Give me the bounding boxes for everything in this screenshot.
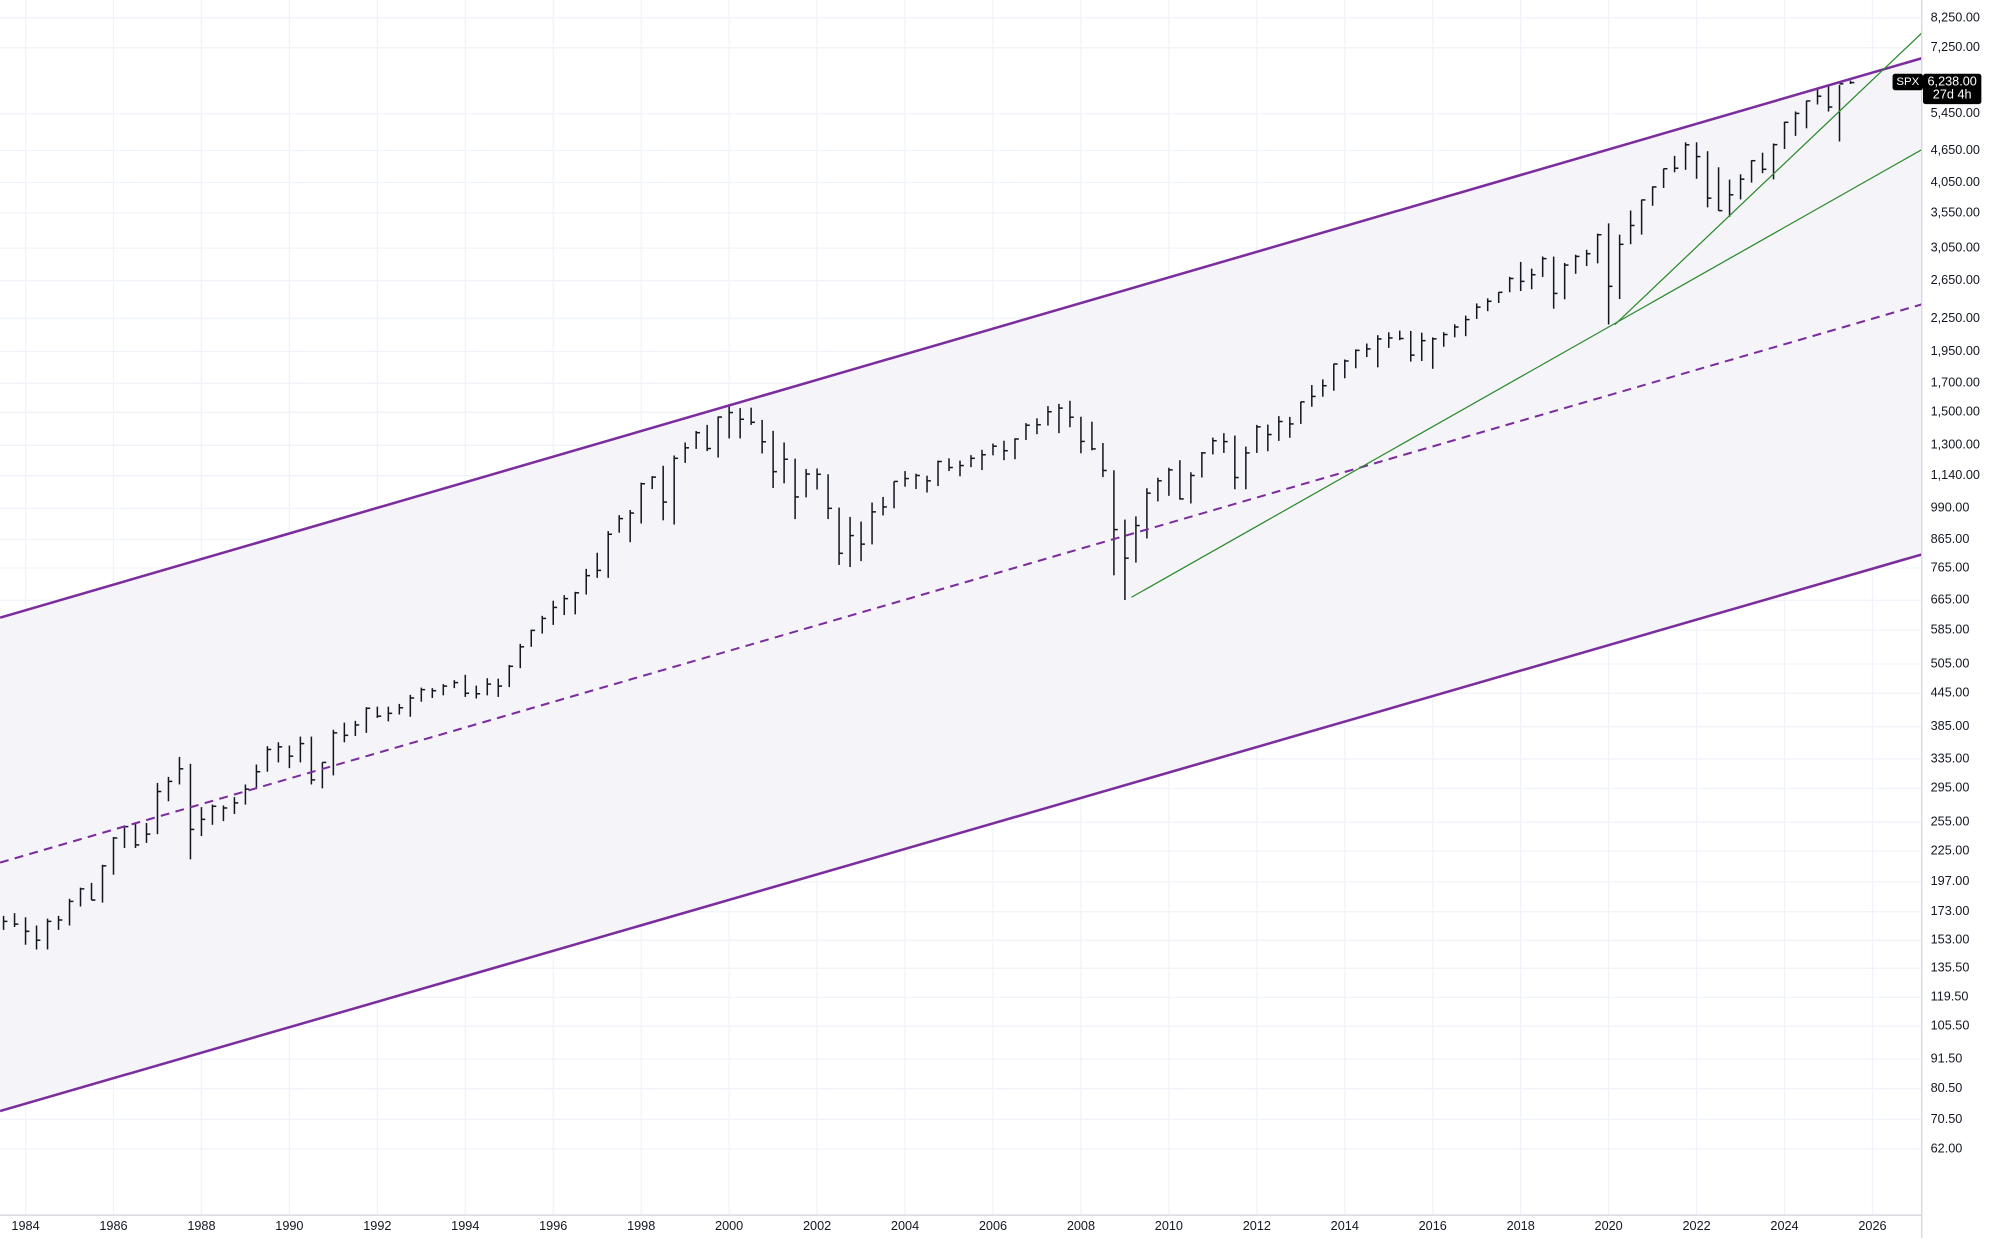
y-tick-label: 4,650.00 <box>1931 143 1980 157</box>
y-tick-label: 765.00 <box>1931 560 1970 574</box>
trend-line <box>1614 32 1922 326</box>
x-tick-label: 1986 <box>99 1219 127 1233</box>
y-tick-label: 119.50 <box>1931 990 1969 1004</box>
y-tick-label: 665.00 <box>1931 593 1970 607</box>
y-tick-label: 135.50 <box>1931 961 1970 975</box>
y-tick-label: 105.50 <box>1931 1019 1970 1033</box>
price-tag <box>1923 73 1982 105</box>
x-tick-label: 2004 <box>891 1219 919 1233</box>
axes: 8,250.00 7,250.00 5,450.00 4,650.00 4,050.00… <box>11 10 1982 1233</box>
x-tick-label: 2000 <box>715 1219 743 1233</box>
y-tick-label: 62.00 <box>1931 1141 1963 1155</box>
x-tick-label: 2018 <box>1507 1219 1535 1233</box>
x-tick-label: 1988 <box>187 1219 215 1233</box>
y-tick-label: 70.50 <box>1931 1112 1963 1126</box>
y-tick-label: 585.00 <box>1931 622 1970 636</box>
trend-line <box>0 553 1922 1113</box>
x-tick-label: 1984 <box>11 1219 39 1233</box>
x-tick-label: 2026 <box>1858 1219 1886 1233</box>
x-tick-label: 2016 <box>1419 1219 1447 1233</box>
y-tick-label: 91.50 <box>1931 1051 1963 1065</box>
x-tick-label: 2008 <box>1067 1219 1095 1233</box>
y-tick-label: 7,250.00 <box>1931 40 1980 54</box>
y-tick-label: 505.00 <box>1931 656 1970 670</box>
x-tick-label: 1992 <box>363 1219 391 1233</box>
y-tick-label: 1,300.00 <box>1931 438 1980 452</box>
y-tick-label: 4,050.00 <box>1931 175 1980 189</box>
y-tick-label: 2,650.00 <box>1931 273 1980 287</box>
symbol-label: SPX <box>1896 76 1919 88</box>
x-tick-label: 2022 <box>1682 1219 1710 1233</box>
plot-area <box>0 32 1922 1113</box>
y-tick-label: 2,250.00 <box>1931 311 1980 325</box>
y-tick-label: 80.50 <box>1931 1081 1963 1095</box>
y-tick-label: 990.00 <box>1931 501 1970 515</box>
y-tick-label: 153.00 <box>1931 933 1970 947</box>
y-tick-label: 335.00 <box>1931 751 1970 765</box>
symbol-tag <box>1892 73 1923 91</box>
x-tick-label: 1996 <box>539 1219 567 1233</box>
x-tick-label: 2024 <box>1770 1219 1798 1233</box>
y-tick-label: 865.00 <box>1931 532 1970 546</box>
channel-fill <box>0 58 1922 1112</box>
x-tick-label: 1994 <box>451 1219 479 1233</box>
y-tick-label: 8,250.00 <box>1931 10 1980 24</box>
y-tick-label: 1,950.00 <box>1931 344 1980 358</box>
y-tick-label: 255.00 <box>1931 814 1970 828</box>
x-tick-label: 1990 <box>275 1219 303 1233</box>
y-tick-label: 385.00 <box>1931 719 1970 733</box>
y-tick-label: 1,140.00 <box>1931 468 1980 482</box>
y-tick-label: 1,500.00 <box>1931 405 1980 419</box>
y-tick-label: 5,450.00 <box>1931 106 1980 120</box>
y-tick-label: 295.00 <box>1931 781 1970 795</box>
x-tick-label: 2010 <box>1155 1219 1183 1233</box>
y-tick-label: 3,050.00 <box>1931 240 1980 254</box>
y-tick-label: 173.00 <box>1931 904 1970 918</box>
x-tick-label: 2014 <box>1331 1219 1359 1233</box>
y-tick-label: 445.00 <box>1931 686 1970 700</box>
trend-line <box>1131 149 1922 598</box>
y-tick-label: 3,550.00 <box>1931 205 1980 219</box>
trend-line <box>0 303 1922 864</box>
x-tick-label: 2020 <box>1595 1219 1623 1233</box>
price-label: 6,238.00 <box>1928 74 1977 88</box>
x-tick-label: 2012 <box>1243 1219 1271 1233</box>
countdown-label: 27d 4h <box>1933 88 1972 102</box>
y-tick-label: 197.00 <box>1931 874 1970 888</box>
x-tick-label: 2006 <box>979 1219 1007 1233</box>
y-tick-label: 225.00 <box>1931 843 1970 857</box>
x-tick-label: 1998 <box>627 1219 655 1233</box>
trend-line <box>0 57 1922 619</box>
y-tick-label: 1,700.00 <box>1931 376 1980 390</box>
x-tick-label: 2002 <box>803 1219 831 1233</box>
